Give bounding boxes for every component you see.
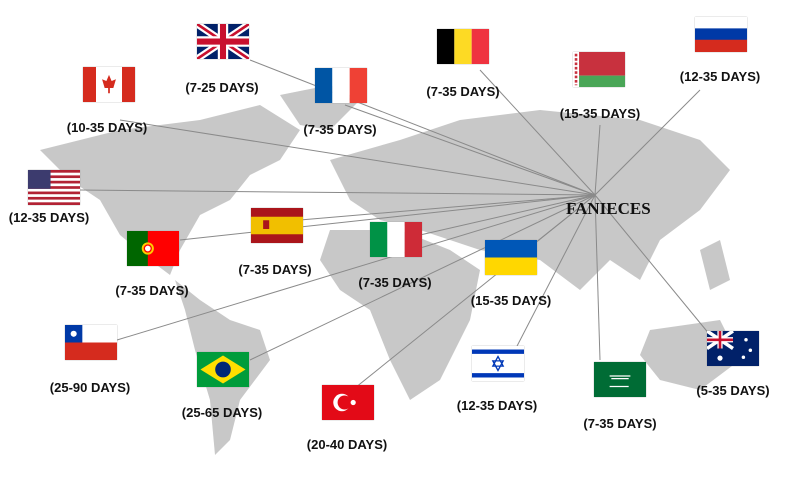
- italy-flag-icon: [370, 222, 422, 257]
- delivery-time-label: (12-35 DAYS): [456, 398, 538, 413]
- chile-flag-icon: [65, 325, 117, 360]
- route-line: [594, 194, 711, 336]
- delivery-time-label: (7-35 DAYS): [583, 416, 657, 431]
- spain-flag-icon: [251, 208, 303, 243]
- route-line: [594, 124, 601, 196]
- ukraine-flag-icon: [485, 240, 537, 275]
- route-line: [249, 194, 596, 361]
- australia-flag-icon: [707, 331, 759, 366]
- route-line: [119, 119, 596, 196]
- canada-flag-icon: [83, 67, 135, 102]
- delivery-time-label: (7-25 DAYS): [185, 80, 259, 95]
- continents: [40, 85, 740, 455]
- route-line: [79, 189, 596, 196]
- delivery-time-label: (12-35 DAYS): [679, 69, 761, 84]
- delivery-time-label: (10-35 DAYS): [66, 120, 148, 135]
- route-line: [116, 194, 596, 341]
- saudi-arabia-flag-icon: [594, 362, 646, 397]
- route-line: [299, 194, 596, 221]
- delivery-time-label: (25-65 DAYS): [181, 405, 263, 420]
- delivery-time-label: (25-90 DAYS): [49, 380, 131, 395]
- russia-flag-icon: [695, 17, 747, 52]
- route-line: [594, 89, 701, 196]
- route-line: [594, 194, 601, 361]
- route-line: [249, 59, 596, 196]
- route-line: [179, 194, 596, 241]
- delivery-time-label: (7-35 DAYS): [426, 84, 500, 99]
- brazil-flag-icon: [197, 352, 249, 387]
- delivery-time-label: (7-35 DAYS): [238, 262, 312, 277]
- portugal-flag-icon: [127, 231, 179, 266]
- delivery-time-label: (12-35 DAYS): [8, 210, 90, 225]
- route-line: [339, 194, 596, 401]
- delivery-time-label: (7-35 DAYS): [303, 122, 377, 137]
- delivery-time-label: (7-35 DAYS): [115, 283, 189, 298]
- belgium-flag-icon: [437, 29, 489, 64]
- route-line: [514, 194, 596, 351]
- delivery-time-label: (7-35 DAYS): [358, 275, 432, 290]
- delivery-time-label: (15-35 DAYS): [470, 293, 552, 308]
- route-line: [419, 194, 596, 236]
- route-lines: [79, 59, 711, 401]
- route-line: [479, 69, 596, 196]
- belarus-flag-icon: [573, 52, 625, 87]
- turkey-flag-icon: [322, 385, 374, 420]
- hub-label: FANIECES: [566, 199, 651, 218]
- uk-flag-icon: [197, 24, 249, 59]
- france-flag-icon: [315, 68, 367, 103]
- usa-flag-icon: [28, 170, 80, 205]
- delivery-time-label: (5-35 DAYS): [696, 383, 770, 398]
- israel-flag-icon: [472, 346, 524, 381]
- delivery-time-label: (20-40 DAYS): [306, 437, 388, 452]
- route-line: [344, 104, 596, 196]
- delivery-time-label: (15-35 DAYS): [559, 106, 641, 121]
